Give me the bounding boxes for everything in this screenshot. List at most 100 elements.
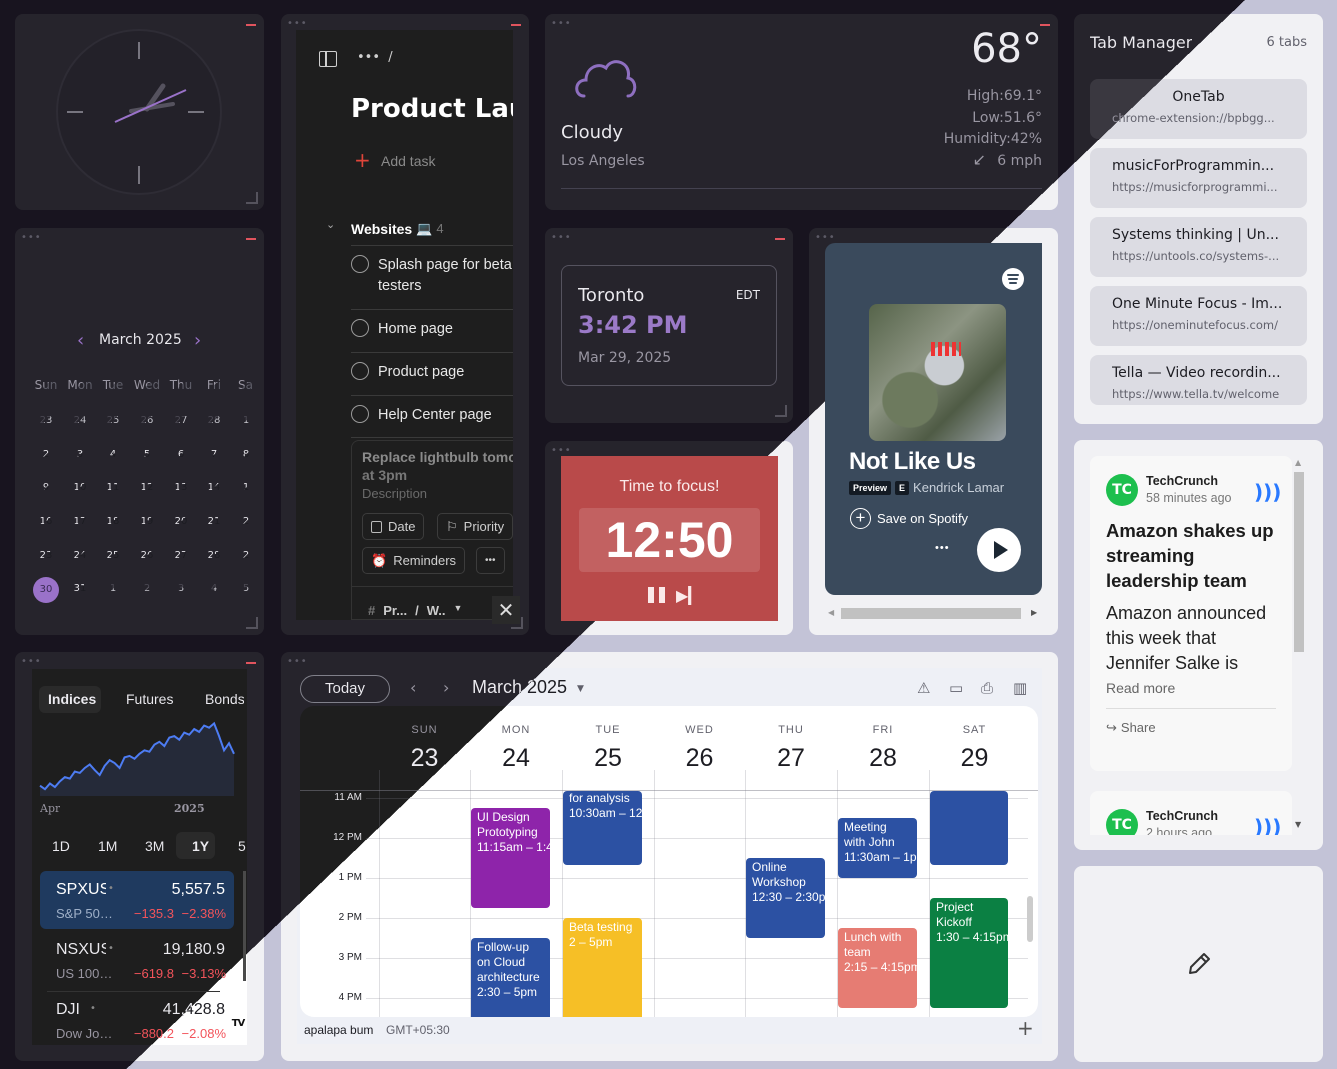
skip-button[interactable]: ▶▎ — [676, 588, 701, 605]
day-cell[interactable]: 20 — [166, 516, 196, 527]
day-cell[interactable]: 4 — [199, 583, 229, 594]
task-checkbox[interactable] — [351, 405, 369, 423]
calendar-event[interactable]: for analysis 10:30am – 12 — [563, 791, 642, 865]
day-cell[interactable]: 27 — [166, 415, 196, 426]
reminders-button[interactable]: ⏰ Reminders — [362, 547, 466, 574]
tab-item[interactable]: musicForProgrammin... https://musicforpro… — [1090, 148, 1307, 208]
day-cell[interactable]: 18 — [98, 516, 128, 527]
widget-menu[interactable]: ••• — [815, 232, 836, 243]
day-cell[interactable]: 23 — [31, 415, 61, 426]
task-checkbox[interactable] — [351, 319, 369, 337]
calendar-scrollbar[interactable] — [1027, 896, 1033, 942]
day-cell[interactable]: 1 — [242, 415, 250, 426]
prev-month-button[interactable]: ‹ — [77, 330, 85, 351]
day-cell[interactable]: 6 — [166, 449, 196, 460]
day-cell[interactable]: 5 — [132, 449, 162, 460]
day-cell[interactable]: 24 — [65, 550, 95, 561]
stock-row-selected[interactable] — [40, 871, 234, 929]
horizontal-scrollbar[interactable] — [841, 608, 1021, 619]
news-headline[interactable]: Amazon shakes up streaming leadership te… — [1106, 520, 1274, 591]
resize-handle[interactable] — [246, 617, 258, 629]
news-card[interactable]: TC TechCrunch 58 minutes ago ))) Amazon … — [1090, 456, 1292, 771]
range-1m[interactable]: 1M — [98, 838, 118, 854]
project-selector[interactable]: # Pr... / W.. ▼ — [368, 603, 462, 618]
day-cell[interactable]: 14 — [199, 482, 229, 493]
scroll-up-arrow[interactable]: ▲ — [1295, 458, 1302, 467]
day-cell[interactable]: 7 — [199, 449, 229, 460]
widget-menu[interactable]: ••• — [287, 656, 308, 667]
track-title[interactable]: Not Like Us — [849, 448, 976, 475]
day-cell[interactable]: 10 — [65, 482, 95, 493]
scroll-left-arrow[interactable]: ◀ — [828, 608, 835, 617]
spotify-logo-icon[interactable] — [1002, 268, 1024, 290]
rss-icon[interactable]: ))) — [1254, 815, 1282, 835]
description-input[interactable]: Description — [362, 486, 428, 501]
tab-indices[interactable] — [39, 686, 101, 713]
next-week-button[interactable]: › — [443, 678, 450, 697]
tab-futures[interactable]: Futures — [126, 691, 174, 707]
pencil-icon[interactable] — [1186, 951, 1212, 977]
day-number[interactable]: 28 — [853, 744, 913, 773]
day-cell[interactable]: 28 — [199, 550, 229, 561]
minimize-button[interactable] — [246, 238, 256, 240]
day-cell[interactable]: 11 — [98, 482, 128, 493]
tab-item[interactable]: OneTab chrome-extension://bpbgg... — [1090, 79, 1307, 139]
read-more-link[interactable]: Read more — [1106, 680, 1176, 696]
range-3m[interactable]: 3M — [145, 838, 165, 854]
day-cell[interactable]: 12 — [132, 482, 162, 493]
day-cell[interactable]: 2 — [132, 583, 162, 594]
minimize-button[interactable] — [246, 24, 256, 26]
day-number[interactable]: 25 — [578, 744, 638, 773]
day-cell[interactable]: 24 — [65, 415, 95, 426]
close-editor-button[interactable]: ✕ — [492, 596, 520, 624]
range-1y[interactable]: 1Y — [192, 838, 210, 854]
tradingview-logo[interactable]: TV — [229, 1013, 247, 1035]
day-cell[interactable]: 1 — [242, 482, 250, 493]
more-options-button[interactable]: ••• — [476, 547, 505, 574]
add-task-plus-icon[interactable]: + — [354, 148, 371, 172]
more-options-button[interactable]: ••• — [935, 542, 950, 554]
news-card[interactable]: TC TechCrunch 2 hours ago ))) — [1090, 791, 1292, 835]
day-cell[interactable]: 1 — [98, 583, 128, 594]
month-dropdown-icon[interactable]: ▼ — [577, 684, 584, 694]
rss-icon[interactable]: ))) — [1254, 480, 1282, 504]
day-cell[interactable]: 16 — [31, 516, 61, 527]
calendar-event[interactable] — [930, 791, 1008, 865]
range-5[interactable]: 5 — [238, 838, 246, 854]
day-cell[interactable]: 8 — [242, 449, 250, 460]
calendar-event[interactable]: Project Kickoff 1:30 – 4:15pm — [930, 898, 1008, 1008]
day-cell[interactable]: 21 — [199, 516, 229, 527]
week-view-icon[interactable]: ▥ — [1013, 679, 1028, 697]
share-button[interactable]: ↪ Share — [1106, 720, 1282, 736]
today-button[interactable]: Today — [300, 675, 390, 703]
day-cell[interactable]: 2 — [242, 550, 250, 561]
day-number[interactable]: 29 — [945, 744, 1005, 773]
tab-item[interactable]: Tella — Video recordin... https://www.tel… — [1090, 355, 1307, 405]
day-number[interactable]: 24 — [486, 744, 546, 773]
scroll-down-arrow[interactable]: ▼ — [1295, 820, 1302, 829]
day-cell[interactable]: 13 — [166, 482, 196, 493]
day-number[interactable]: 27 — [761, 744, 821, 773]
add-task-button[interactable]: Add task — [381, 153, 436, 169]
vertical-scrollbar[interactable] — [243, 871, 246, 981]
save-on-spotify-button[interactable]: + Save on Spotify — [850, 508, 968, 529]
day-cell[interactable]: 3 — [166, 583, 196, 594]
day-cell[interactable]: 9 — [31, 482, 61, 493]
task-checkbox[interactable] — [351, 255, 369, 273]
widget-menu[interactable]: ••• — [551, 232, 572, 243]
range-1d[interactable]: 1D — [52, 838, 70, 854]
priority-button[interactable]: ⚐ Priority — [437, 513, 513, 540]
resize-handle[interactable] — [775, 405, 787, 417]
day-cell[interactable]: 2 — [31, 449, 61, 460]
calendar-event[interactable]: Beta testing 2 – 5pm — [563, 918, 642, 1017]
day-cell[interactable]: 28 — [199, 415, 229, 426]
calendar-icon[interactable]: ▭ — [949, 679, 964, 697]
day-number[interactable]: 23 — [395, 744, 455, 773]
day-cell[interactable]: 4 — [98, 449, 128, 460]
tab-item[interactable]: One Minute Focus - Im... https://oneminut… — [1090, 286, 1307, 346]
day-cell[interactable]: 25 — [98, 550, 128, 561]
task-item[interactable]: Home page — [351, 319, 453, 340]
day-cell[interactable]: 19 — [132, 516, 162, 527]
